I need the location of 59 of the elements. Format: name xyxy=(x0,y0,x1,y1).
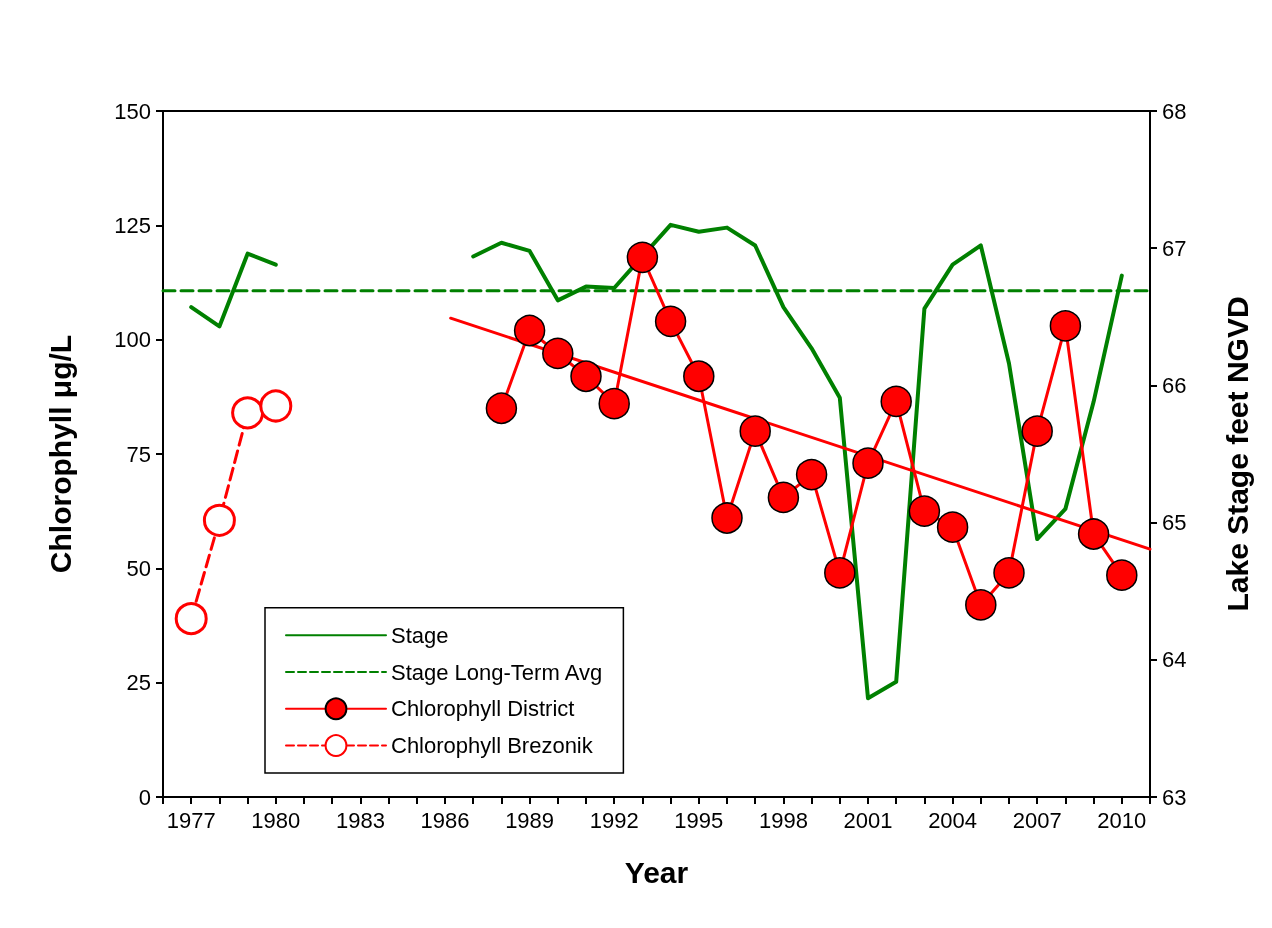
point xyxy=(965,589,997,621)
y-axis-title: Chlorophyll μg/L xyxy=(43,334,77,574)
legend-label: Chlorophyll District xyxy=(391,696,575,722)
x-tick-label: 1995 xyxy=(674,807,724,833)
point xyxy=(259,389,293,423)
x-axis-title: Year xyxy=(624,855,689,889)
y2-tick-label: 63 xyxy=(1162,784,1187,810)
point xyxy=(993,557,1025,589)
point xyxy=(598,387,630,420)
point xyxy=(795,458,828,491)
point xyxy=(542,337,574,370)
x-tick-label: 2004 xyxy=(928,807,978,833)
point xyxy=(570,360,602,392)
x-tick-label: 1980 xyxy=(251,807,301,833)
x-tick-label: 2010 xyxy=(1097,807,1147,833)
y-tick-label: 125 xyxy=(114,212,151,238)
point xyxy=(1077,518,1110,550)
point xyxy=(485,392,518,425)
y-tick-label: 150 xyxy=(114,98,151,124)
point xyxy=(739,415,771,447)
legend-label: Stage xyxy=(391,622,449,648)
point xyxy=(936,511,969,543)
y2-tick-label: 65 xyxy=(1162,510,1187,536)
y-tick-label: 25 xyxy=(126,670,151,696)
x-tick-label: 1983 xyxy=(335,807,385,833)
point xyxy=(513,314,546,347)
point xyxy=(683,360,715,392)
y2-axis-title: Lake Stage feet NGVD xyxy=(1220,296,1254,612)
point xyxy=(1021,415,1053,447)
point xyxy=(626,241,659,274)
point xyxy=(852,447,884,479)
y-tick-label: 0 xyxy=(138,784,151,810)
x-tick-label: 1998 xyxy=(758,807,808,833)
point xyxy=(1106,559,1138,591)
y-tick-label: 100 xyxy=(114,327,151,353)
point xyxy=(880,385,912,418)
legend-label: Chlorophyll Brezonik xyxy=(391,733,594,759)
x-tick-label: 1992 xyxy=(589,807,639,833)
legend-label: Stage Long-Term Avg xyxy=(391,659,603,685)
point xyxy=(174,602,208,636)
x-tick-label: 2007 xyxy=(1012,807,1062,833)
y2-tick-label: 67 xyxy=(1162,235,1187,261)
y-tick-label: 75 xyxy=(126,441,151,467)
point xyxy=(1049,310,1082,342)
y-tick-label: 50 xyxy=(126,555,151,581)
y2-tick-label: 66 xyxy=(1162,372,1187,398)
point xyxy=(908,495,941,527)
point xyxy=(202,503,236,537)
point xyxy=(654,305,687,338)
y2-tick-label: 68 xyxy=(1162,98,1187,124)
point xyxy=(711,502,743,534)
x-tick-label: 1986 xyxy=(420,807,470,833)
point xyxy=(824,557,856,589)
x-tick-label: 2001 xyxy=(843,807,893,833)
point xyxy=(767,481,800,514)
point xyxy=(231,396,265,430)
y2-tick-label: 64 xyxy=(1162,647,1187,673)
x-tick-label: 1989 xyxy=(505,807,555,833)
x-tick-label: 1977 xyxy=(166,807,216,833)
